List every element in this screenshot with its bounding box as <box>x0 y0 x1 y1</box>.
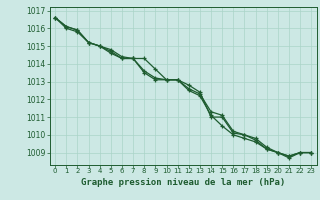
X-axis label: Graphe pression niveau de la mer (hPa): Graphe pression niveau de la mer (hPa) <box>81 178 285 187</box>
